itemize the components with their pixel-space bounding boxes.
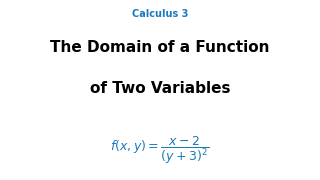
Text: The Domain of a Function: The Domain of a Function <box>50 40 270 55</box>
Text: $f(x, y) = \dfrac{x - 2}{(y + 3)^2}$: $f(x, y) = \dfrac{x - 2}{(y + 3)^2}$ <box>110 135 210 166</box>
Text: Calculus 3: Calculus 3 <box>132 9 188 19</box>
Text: of Two Variables: of Two Variables <box>90 81 230 96</box>
